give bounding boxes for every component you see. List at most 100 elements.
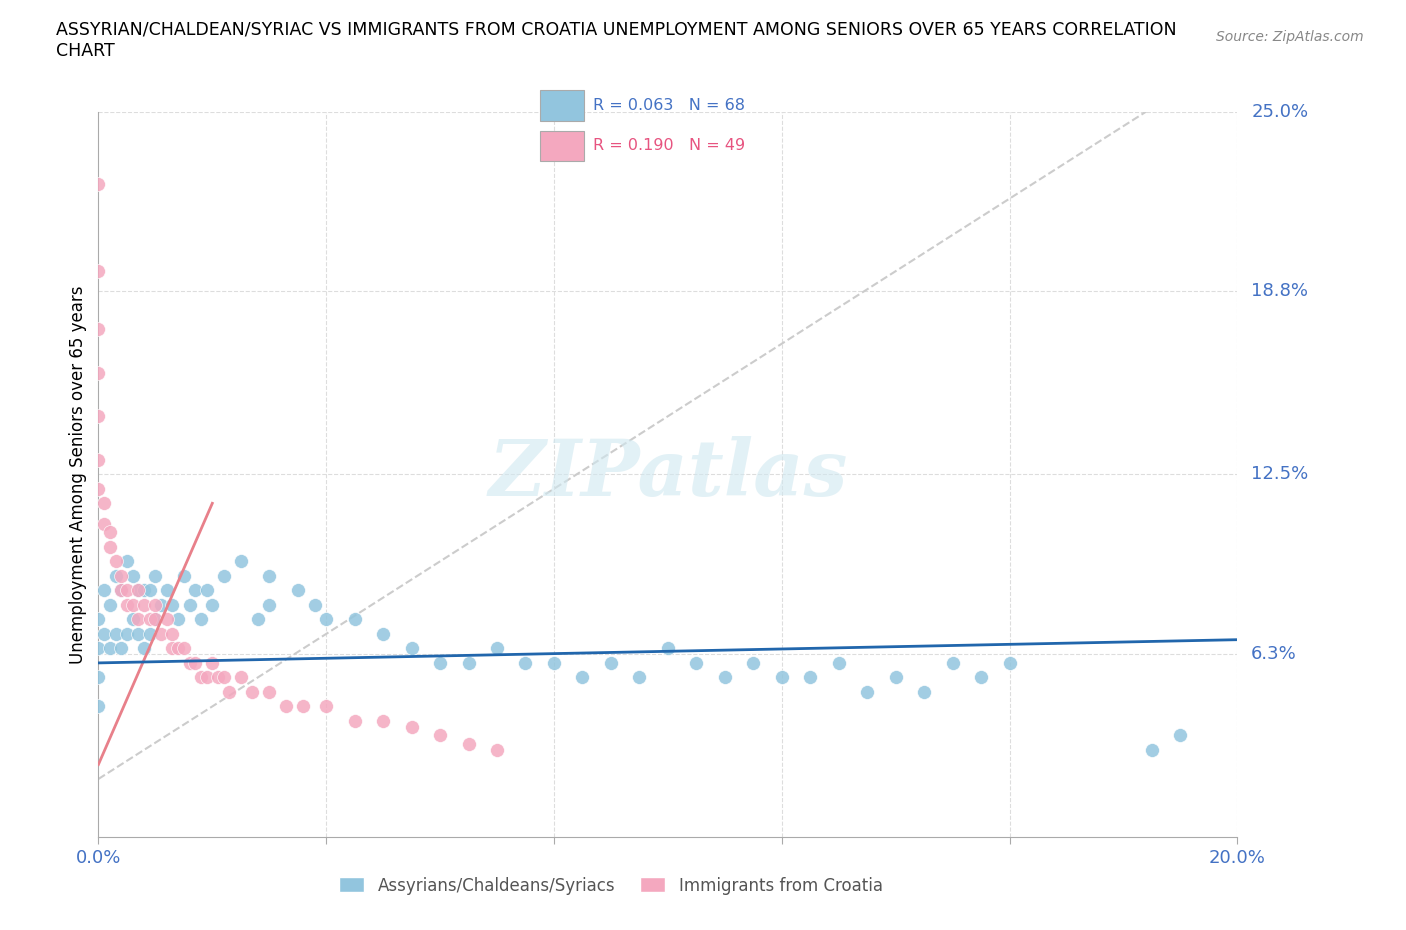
Point: [87, 264, 110, 279]
Point: [714, 670, 737, 684]
Point: [127, 583, 149, 598]
Point: [110, 583, 132, 598]
Point: [87, 482, 110, 497]
Point: [138, 583, 160, 598]
Point: [218, 684, 240, 699]
Point: [87, 322, 110, 337]
Point: [304, 597, 326, 612]
Point: [93, 627, 115, 642]
Point: [212, 568, 235, 583]
Point: [770, 670, 793, 684]
Point: [429, 728, 451, 743]
Point: [543, 656, 565, 671]
Point: [156, 583, 179, 598]
Point: [138, 627, 160, 642]
Point: [179, 656, 201, 671]
Point: [184, 583, 207, 598]
Y-axis label: Unemployment Among Seniors over 65 years: Unemployment Among Seniors over 65 years: [69, 286, 87, 663]
Point: [115, 554, 138, 569]
Legend: Assyrians/Chaldeans/Syriacs, Immigrants from Croatia: Assyrians/Chaldeans/Syriacs, Immigrants …: [333, 870, 889, 901]
Point: [121, 612, 143, 627]
Point: [970, 670, 993, 684]
Text: R = 0.190   N = 49: R = 0.190 N = 49: [593, 139, 745, 153]
Point: [179, 597, 201, 612]
Point: [287, 583, 309, 598]
Point: [87, 641, 110, 656]
Text: ZIPatlas: ZIPatlas: [488, 436, 848, 512]
Text: CHART: CHART: [56, 42, 115, 60]
Point: [942, 656, 965, 671]
Point: [401, 719, 423, 734]
Point: [292, 699, 315, 714]
Point: [87, 177, 110, 192]
FancyBboxPatch shape: [540, 130, 583, 161]
Point: [104, 627, 127, 642]
Text: 25.0%: 25.0%: [1251, 102, 1309, 121]
Point: [162, 627, 184, 642]
Point: [110, 641, 132, 656]
Point: [240, 684, 263, 699]
Point: [87, 699, 110, 714]
Point: [229, 670, 252, 684]
Point: [132, 641, 155, 656]
Point: [195, 583, 218, 598]
Point: [685, 656, 707, 671]
Point: [132, 597, 155, 612]
FancyBboxPatch shape: [540, 90, 583, 121]
Point: [156, 612, 179, 627]
Point: [93, 583, 115, 598]
Point: [259, 568, 281, 583]
Point: [184, 656, 207, 671]
Point: [912, 684, 935, 699]
Point: [401, 641, 423, 656]
Point: [207, 670, 229, 684]
Point: [856, 684, 879, 699]
Text: 18.8%: 18.8%: [1251, 283, 1308, 300]
Point: [145, 597, 167, 612]
Point: [87, 409, 110, 424]
Point: [138, 612, 160, 627]
Point: [121, 568, 143, 583]
Point: [828, 656, 851, 671]
Point: [486, 742, 509, 757]
Point: [1170, 728, 1192, 743]
Point: [150, 627, 173, 642]
Point: [87, 452, 110, 467]
Point: [742, 656, 765, 671]
Point: [167, 612, 190, 627]
Point: [343, 612, 366, 627]
Text: ASSYRIAN/CHALDEAN/SYRIAC VS IMMIGRANTS FROM CROATIA UNEMPLOYMENT AMONG SENIORS O: ASSYRIAN/CHALDEAN/SYRIAC VS IMMIGRANTS F…: [56, 20, 1177, 38]
Point: [884, 670, 907, 684]
Point: [343, 713, 366, 728]
Point: [246, 612, 269, 627]
Point: [276, 699, 298, 714]
Point: [173, 641, 195, 656]
Point: [315, 699, 337, 714]
Text: 12.5%: 12.5%: [1251, 465, 1309, 484]
Point: [457, 656, 479, 671]
Point: [145, 568, 167, 583]
Point: [115, 597, 138, 612]
Point: [98, 641, 121, 656]
Point: [110, 583, 132, 598]
Point: [121, 597, 143, 612]
Text: Source: ZipAtlas.com: Source: ZipAtlas.com: [1216, 30, 1364, 44]
Point: [201, 656, 224, 671]
Text: R = 0.063   N = 68: R = 0.063 N = 68: [593, 98, 745, 113]
Point: [98, 525, 121, 539]
Point: [115, 627, 138, 642]
Point: [127, 612, 149, 627]
Point: [600, 656, 623, 671]
Point: [212, 670, 235, 684]
Point: [98, 539, 121, 554]
Point: [195, 670, 218, 684]
Point: [127, 627, 149, 642]
Point: [229, 554, 252, 569]
Point: [93, 516, 115, 531]
Point: [104, 554, 127, 569]
Point: [373, 713, 395, 728]
Point: [259, 597, 281, 612]
Point: [799, 670, 821, 684]
Point: [93, 496, 115, 511]
Point: [162, 597, 184, 612]
